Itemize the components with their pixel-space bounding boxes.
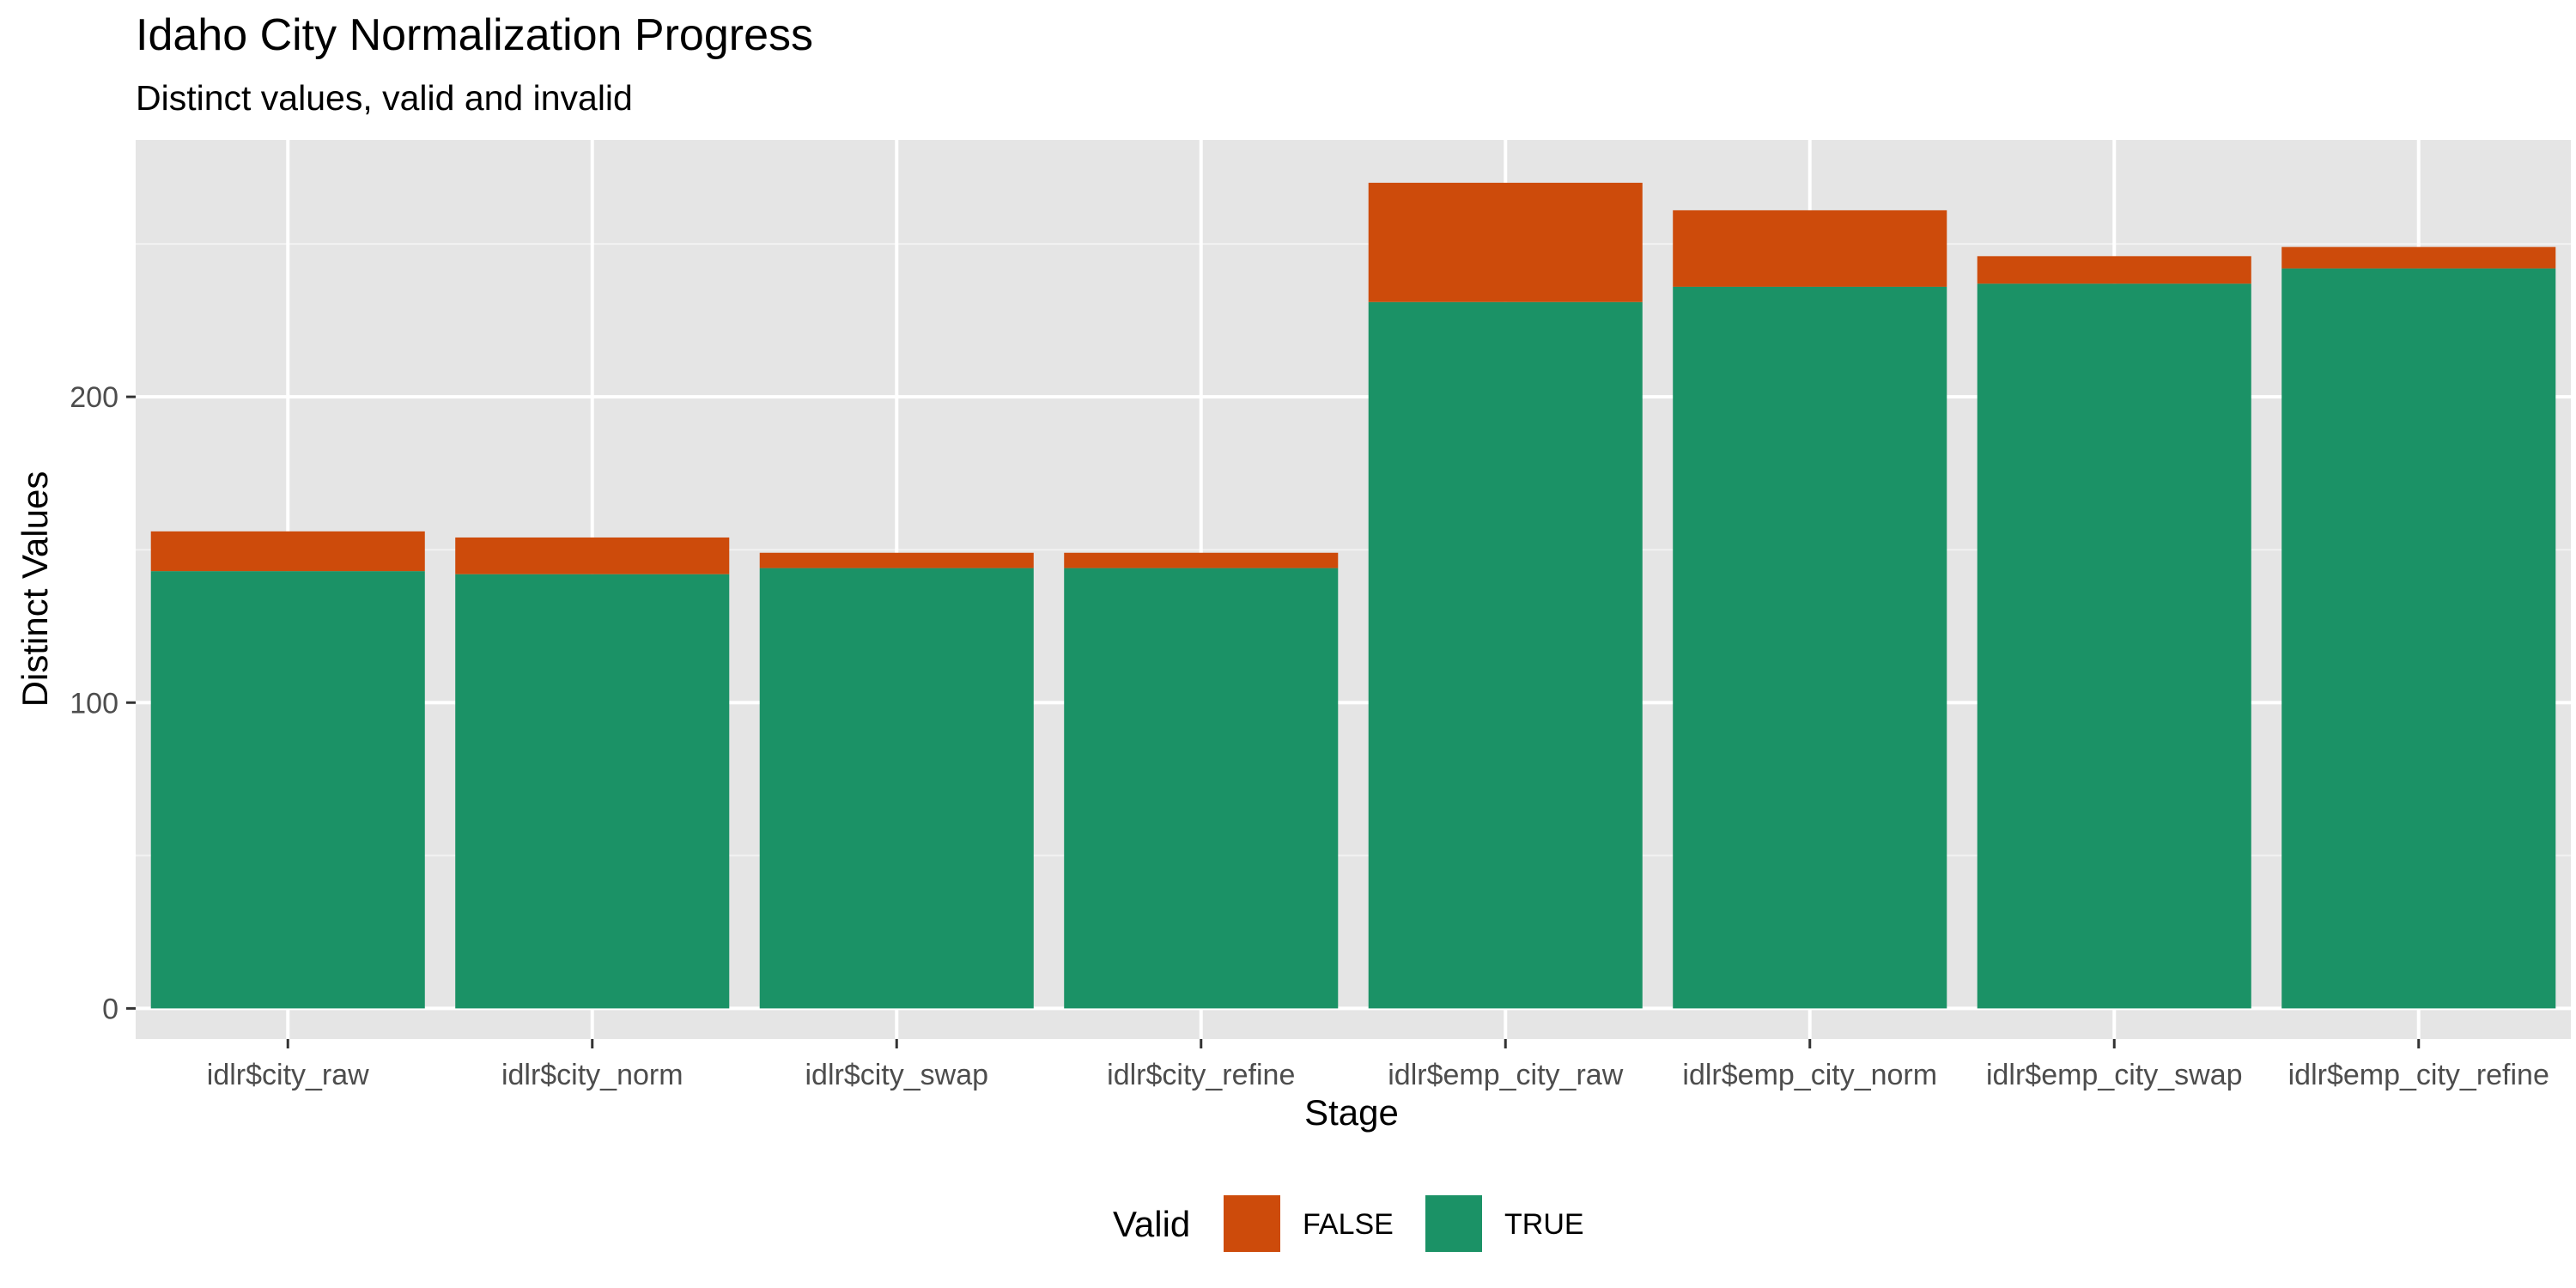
x-axis-title: Stage: [1304, 1092, 1399, 1133]
x-tick-label: idlr$city_swap: [805, 1059, 988, 1091]
x-axis: idlr$city_raw idlr$city_norm idlr$city_swa…: [207, 1039, 2549, 1091]
bar-false: [1977, 256, 2251, 284]
bar-false: [150, 531, 425, 572]
y-axis: 0 100 200: [70, 381, 136, 1025]
y-tick-label: 0: [102, 993, 118, 1025]
chart-title: Idaho City Normalization Progress: [136, 10, 813, 60]
bar-false: [1064, 552, 1339, 568]
bar-false: [759, 552, 1034, 568]
y-axis-title: Distinct Values: [15, 471, 55, 708]
legend-key-true: [1425, 1195, 1482, 1252]
legend-label-true: TRUE: [1504, 1208, 1584, 1241]
x-tick-label: idlr$city_refine: [1107, 1059, 1295, 1091]
bar-true: [455, 574, 730, 1009]
y-tick-label: 100: [70, 687, 118, 720]
x-tick-label: idlr$city_norm: [501, 1059, 683, 1091]
y-tick-label: 200: [70, 381, 118, 414]
legend-label-false: FALSE: [1303, 1208, 1394, 1241]
x-tick-label: idlr$emp_city_refine: [2288, 1059, 2549, 1091]
x-tick-label: idlr$emp_city_raw: [1388, 1059, 1623, 1091]
bar-true: [2281, 268, 2556, 1009]
bar-false: [2281, 246, 2556, 269]
legend-key-false: [1224, 1195, 1280, 1252]
x-tick-label: idlr$emp_city_norm: [1682, 1059, 1937, 1091]
x-tick-label: idlr$emp_city_swap: [1986, 1059, 2243, 1091]
bar-true: [759, 568, 1034, 1009]
bar-true: [1673, 286, 1947, 1009]
bar-false: [1368, 182, 1643, 302]
bar-true: [150, 571, 425, 1009]
bar-true: [1368, 301, 1643, 1009]
bars: [150, 182, 2556, 1009]
bar-false: [455, 537, 730, 574]
bar-true: [1977, 283, 2251, 1009]
x-tick-label: idlr$city_raw: [207, 1059, 369, 1091]
bar-false: [1673, 210, 1947, 287]
bar-true: [1064, 568, 1339, 1009]
legend: Valid FALSE TRUE: [1113, 1195, 1584, 1252]
chart-subtitle: Distinct values, valid and invalid: [136, 78, 633, 118]
legend-title: Valid: [1113, 1204, 1190, 1244]
